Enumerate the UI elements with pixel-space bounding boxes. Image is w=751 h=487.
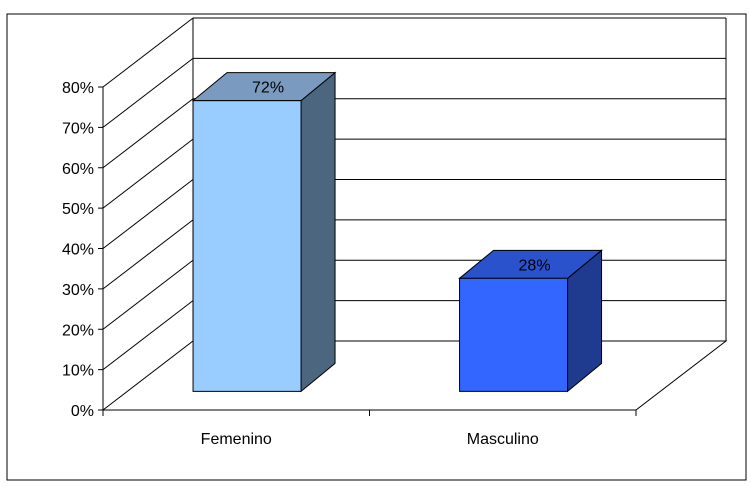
y-tick-label: 40% <box>62 242 94 259</box>
side-gridline <box>102 98 194 169</box>
y-tick-label: 20% <box>62 322 94 339</box>
side-gridline <box>102 219 194 290</box>
y-tick-label: 70% <box>62 120 94 137</box>
y-tick-labels: 0% 10% 20% 30% 40% 50% 60% 70% 80% <box>62 80 94 420</box>
chart-border <box>6 13 747 481</box>
y-tick-label: 0% <box>71 403 94 420</box>
x-tick-labels: Femenino Masculino <box>201 431 539 448</box>
side-gridline <box>102 57 194 128</box>
side-gridline <box>102 17 194 88</box>
y-tick-label: 50% <box>62 201 94 218</box>
x-tick-label: Masculino <box>467 431 539 448</box>
bars <box>191 71 603 393</box>
bar-front-face <box>192 100 302 392</box>
side-gridline <box>102 179 194 249</box>
bar-femenino <box>191 71 337 393</box>
data-labels: 72% 28% <box>252 80 551 275</box>
bar-front-face <box>459 277 569 392</box>
side-gridline <box>102 300 194 371</box>
y-tick-label: 80% <box>62 80 94 97</box>
side-gridline <box>102 138 194 209</box>
y-tick-label: 30% <box>62 282 94 299</box>
data-label: 72% <box>252 80 284 97</box>
side-gridline <box>102 259 194 330</box>
x-tick-label: Femenino <box>201 431 272 448</box>
y-tick-label: 60% <box>62 161 94 178</box>
y-tick-label: 10% <box>62 363 94 380</box>
data-label: 28% <box>519 257 551 274</box>
bar-masculino <box>458 249 603 393</box>
bar-side-face <box>300 71 336 393</box>
axes <box>98 86 637 416</box>
